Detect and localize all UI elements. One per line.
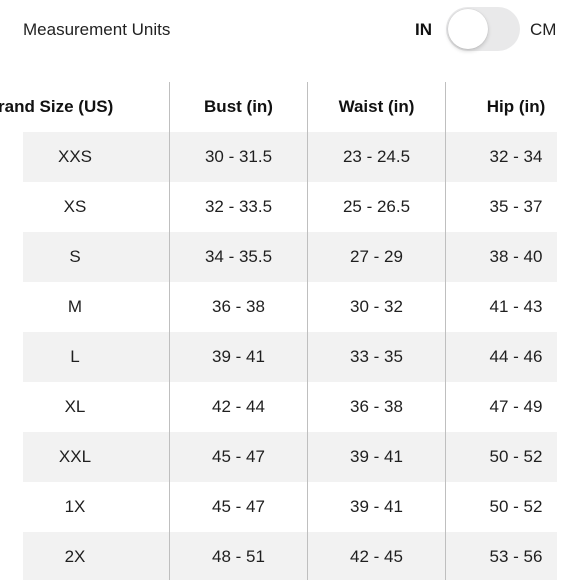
hip-cell: 32 - 34 xyxy=(489,147,543,166)
size-cell: XL xyxy=(64,397,86,416)
column-divider xyxy=(445,82,446,580)
bust-cell: 36 - 38 xyxy=(212,297,265,316)
table-row: XS 32 - 33.5 25 - 26.5 35 - 37 xyxy=(0,182,580,232)
waist-cell: 36 - 38 xyxy=(350,397,403,416)
hip-cell: 47 - 49 xyxy=(489,397,543,416)
table-row: XXS 30 - 31.5 23 - 24.5 32 - 34 xyxy=(0,132,580,182)
table-row: 1X 45 - 47 39 - 41 50 - 52 xyxy=(0,482,580,532)
bust-cell: 34 - 35.5 xyxy=(204,247,273,266)
waist-cell: 27 - 29 xyxy=(350,247,403,266)
size-cell: 1X xyxy=(64,497,86,516)
waist-cell: 33 - 35 xyxy=(350,347,403,366)
header-waist: Waist (in) xyxy=(338,97,415,116)
waist-cell: 42 - 45 xyxy=(350,547,403,566)
bust-cell: 45 - 47 xyxy=(212,497,265,516)
waist-cell: 23 - 24.5 xyxy=(342,147,411,166)
header-bust: Bust (in) xyxy=(204,97,273,116)
size-cell: S xyxy=(69,247,81,266)
table-header-row: rand Size (US) Bust (in) Waist (in) Hip … xyxy=(0,82,580,132)
bust-cell: 32 - 33.5 xyxy=(204,197,273,216)
units-toggle-switch[interactable] xyxy=(446,7,520,51)
column-divider xyxy=(169,82,170,580)
column-divider xyxy=(307,82,308,580)
hip-cell: 50 - 52 xyxy=(489,497,543,516)
bust-cell: 48 - 51 xyxy=(212,547,265,566)
hip-cell: 38 - 40 xyxy=(489,247,543,266)
measurement-units-bar: Measurement Units IN CM xyxy=(0,0,580,62)
size-cell: M xyxy=(67,297,83,316)
hip-cell: 53 - 56 xyxy=(489,547,543,566)
waist-cell: 25 - 26.5 xyxy=(342,197,411,216)
waist-cell: 39 - 41 xyxy=(350,497,403,516)
measurement-units-label: Measurement Units xyxy=(23,20,171,39)
table-row: XL 42 - 44 36 - 38 47 - 49 xyxy=(0,382,580,432)
hip-cell: 44 - 46 xyxy=(489,347,543,366)
size-cell: L xyxy=(70,347,80,366)
bust-cell: 45 - 47 xyxy=(212,447,265,466)
header-hip: Hip (in) xyxy=(486,97,546,116)
toggle-knob xyxy=(448,9,488,49)
waist-cell: 30 - 32 xyxy=(350,297,403,316)
size-chart-table: rand Size (US) Bust (in) Waist (in) Hip … xyxy=(0,82,580,580)
bust-cell: 42 - 44 xyxy=(212,397,265,416)
bust-cell: 39 - 41 xyxy=(212,347,265,366)
waist-cell: 39 - 41 xyxy=(350,447,403,466)
hip-cell: 50 - 52 xyxy=(489,447,543,466)
table-row: M 36 - 38 30 - 32 41 - 43 xyxy=(0,282,580,332)
table-row: L 39 - 41 33 - 35 44 - 46 xyxy=(0,332,580,382)
bust-cell: 30 - 31.5 xyxy=(204,147,273,166)
size-cell: XS xyxy=(63,197,87,216)
table-row: 2X 48 - 51 42 - 45 53 - 56 xyxy=(0,532,580,580)
size-cell: XXS xyxy=(57,147,93,166)
table-row: XXL 45 - 47 39 - 41 50 - 52 xyxy=(0,432,580,482)
table-row: S 34 - 35.5 27 - 29 38 - 40 xyxy=(0,232,580,282)
size-cell: 2X xyxy=(64,547,86,566)
header-brand-size: rand Size (US) xyxy=(0,97,114,116)
hip-cell: 35 - 37 xyxy=(489,197,543,216)
unit-option-cm[interactable]: CM xyxy=(530,20,557,39)
size-cell: XXL xyxy=(58,447,92,466)
hip-cell: 41 - 43 xyxy=(489,297,543,316)
unit-option-in[interactable]: IN xyxy=(415,20,432,39)
